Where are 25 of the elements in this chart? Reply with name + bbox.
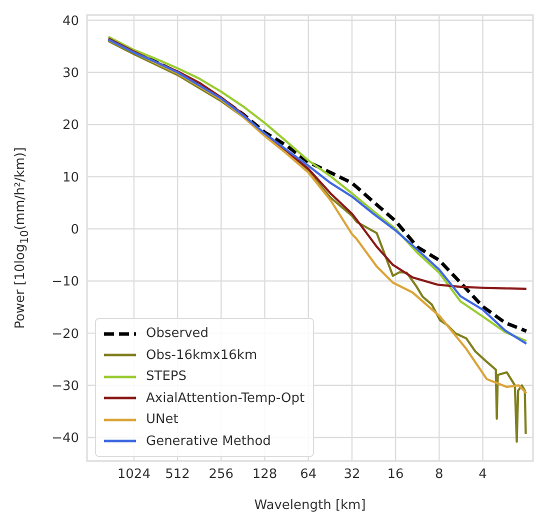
y-tick-label: −10	[52, 274, 79, 290]
x-tick-label: 16	[387, 467, 404, 482]
x-tick-label: 1024	[117, 467, 150, 482]
y-tick-label: −30	[52, 378, 79, 394]
legend-label: AxialAttention-Temp-Opt	[146, 390, 305, 406]
legend-label: UNet	[146, 412, 178, 428]
legend-label: Obs-16kmx16km	[146, 348, 258, 363]
x-tick-label: 256	[208, 467, 234, 482]
legend-label: STEPS	[146, 369, 186, 384]
x-tick-label: 4	[478, 467, 487, 482]
legend-label: Observed	[146, 326, 209, 342]
x-tick-label: 32	[344, 467, 360, 482]
y-tick-label: 0	[70, 222, 79, 238]
y-tick-label: 40	[62, 14, 79, 29]
x-tick-label: 64	[300, 467, 317, 482]
y-tick-label: −40	[52, 431, 79, 446]
y-tick-label: 30	[62, 66, 79, 81]
x-tick-label: 512	[165, 467, 190, 482]
y-tick-label: 10	[62, 170, 79, 186]
y-tick-label: 20	[62, 118, 79, 134]
legend-label: Generative Method	[146, 434, 271, 449]
x-tick-label: 8	[435, 467, 444, 482]
x-tick-label: 128	[252, 467, 278, 482]
y-tick-label: −20	[52, 326, 79, 342]
x-axis-title: Wavelength [km]	[254, 498, 366, 513]
